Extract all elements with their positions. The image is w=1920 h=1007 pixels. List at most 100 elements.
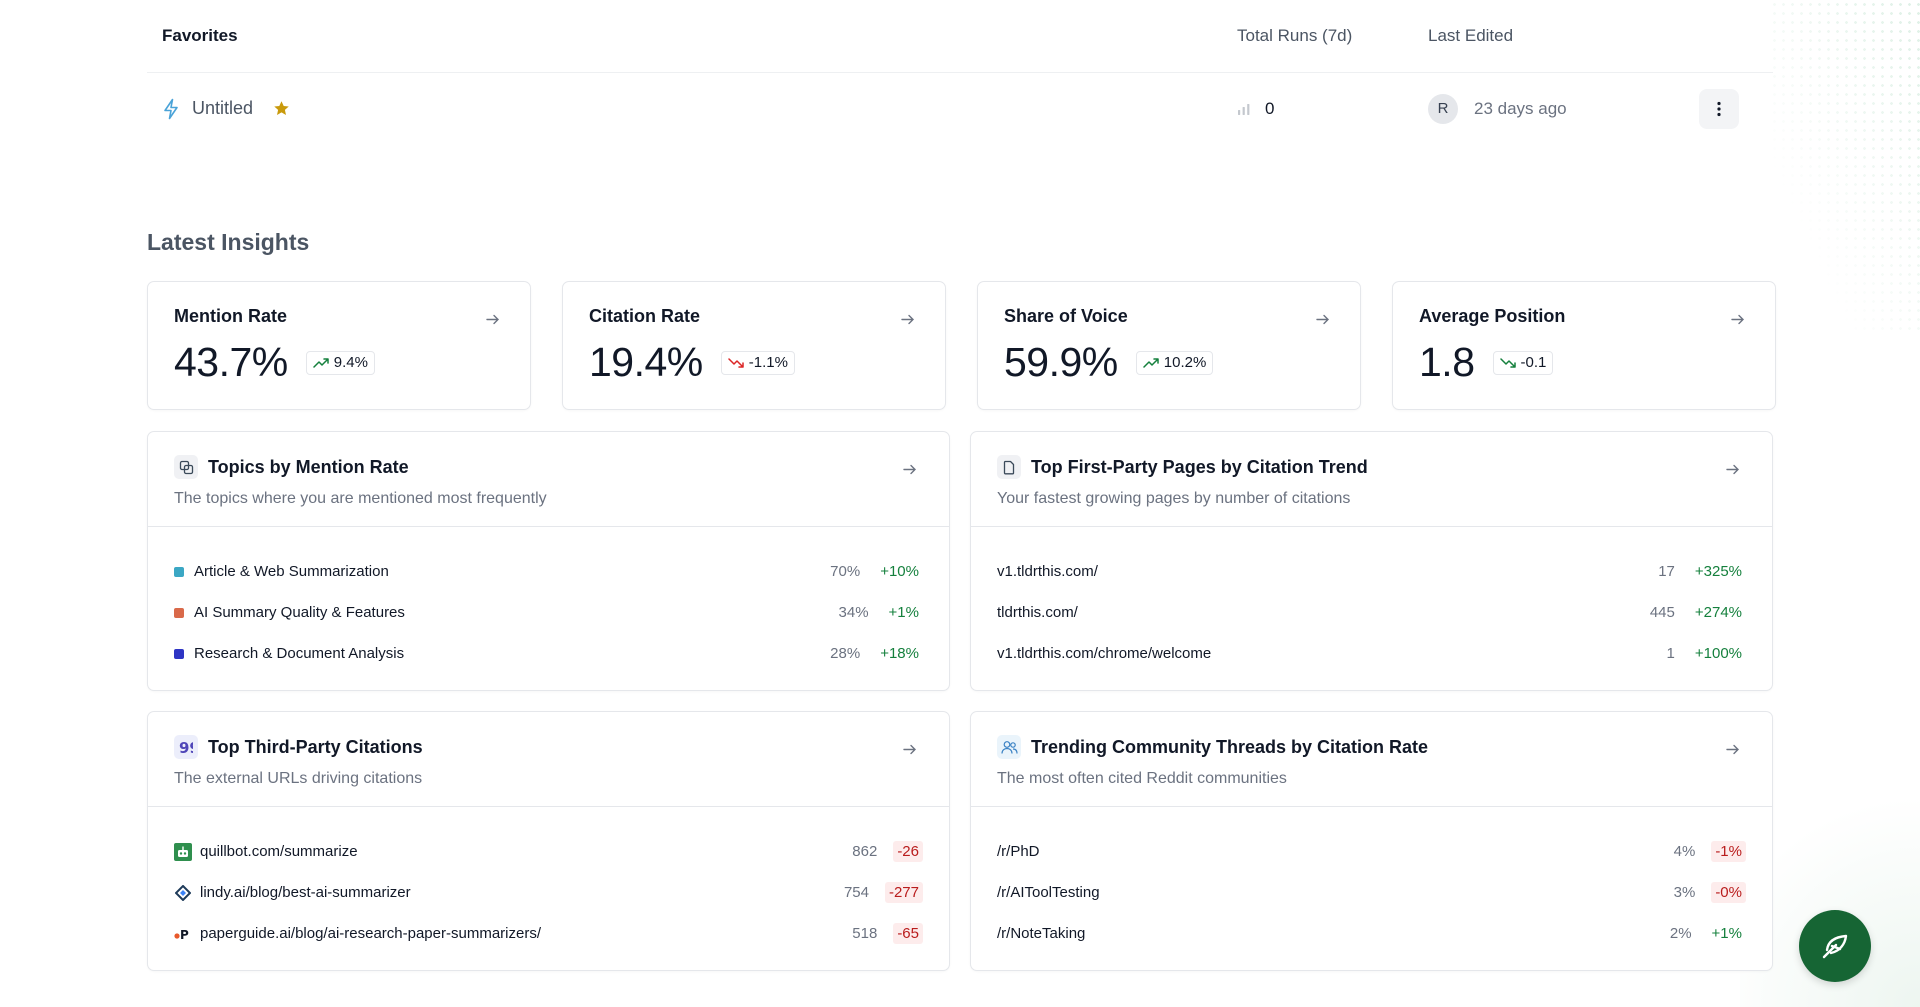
star-icon[interactable] xyxy=(273,100,290,117)
panel-title: Top Third-Party Citations xyxy=(208,736,423,757)
topic-change: +10% xyxy=(880,563,919,580)
panel-third-party-citations: 99 Top Third-Party Citations The externa… xyxy=(147,711,950,971)
list-item[interactable]: Article & Web Summarization 70% +10% xyxy=(174,551,923,592)
table-row[interactable]: Untitled 0 R 23 days ago xyxy=(147,73,1773,144)
thread-value: 2% xyxy=(1669,925,1692,942)
arrow-right-icon[interactable] xyxy=(1725,462,1740,477)
list-item[interactable]: AI Summary Quality & Features 34% +1% xyxy=(174,592,923,633)
citation-change: -277 xyxy=(884,882,923,903)
citation-change: -26 xyxy=(893,841,923,862)
page-change: +325% xyxy=(1694,563,1742,580)
feedback-fab-button[interactable] xyxy=(1799,910,1871,982)
citation-value: 518 xyxy=(852,925,878,942)
more-vertical-icon xyxy=(1717,101,1721,116)
stat-card-citation-rate[interactable]: Citation Rate 19.4% -1.1% xyxy=(562,281,946,410)
avatar: R xyxy=(1428,93,1458,124)
favorite-name[interactable]: Untitled xyxy=(192,98,254,118)
citation-value: 862 xyxy=(852,843,878,860)
column-last-edited[interactable]: Last Edited xyxy=(1428,26,1514,45)
trend-down-icon xyxy=(1499,357,1516,368)
arrow-right-icon[interactable] xyxy=(1315,312,1330,327)
panel-subtitle: The external URLs driving citations xyxy=(174,770,423,787)
topic-value: 70% xyxy=(830,563,861,580)
list-item[interactable]: /r/AIToolTesting 3% -0% xyxy=(997,872,1746,913)
trend-down-icon xyxy=(728,357,744,368)
change-value: 9.4% xyxy=(333,354,368,371)
list-item[interactable]: Research & Document Analysis 28% +18% xyxy=(174,633,923,674)
panel-subtitle: Your fastest growing pages by number of … xyxy=(997,490,1351,507)
change-badge: -1.1% xyxy=(720,350,795,375)
stat-value: 19.4% xyxy=(589,339,703,385)
favorite-name-cell[interactable]: Untitled xyxy=(162,98,1237,120)
section-title: Latest Insights xyxy=(147,229,310,255)
list-item[interactable]: P paperguide.ai/blog/ai-research-paper-s… xyxy=(174,913,923,954)
panel-header[interactable]: Topics by Mention Rate The topics where … xyxy=(148,432,949,527)
topic-label: AI Summary Quality & Features xyxy=(194,604,405,621)
change-value: -1.1% xyxy=(748,354,788,371)
stat-value: 43.7% xyxy=(174,339,288,385)
lindy-icon xyxy=(174,884,192,902)
topic-value: 34% xyxy=(838,604,869,621)
topics-icon xyxy=(174,455,198,479)
list-item[interactable]: /r/PhD 4% -1% xyxy=(997,831,1746,872)
citation-url[interactable]: paperguide.ai/blog/ai-research-paper-sum… xyxy=(200,925,541,942)
topic-color-swatch xyxy=(174,566,184,577)
list-item[interactable]: quillbot.com/summarize 862 -26 xyxy=(174,831,923,872)
topic-label: Research & Document Analysis xyxy=(194,645,405,662)
list-item[interactable]: v1.tldrthis.com/chrome/welcome 1 +100% xyxy=(997,633,1746,674)
page-change: +100% xyxy=(1694,645,1742,662)
citation-url[interactable]: lindy.ai/blog/best-ai-summarizer xyxy=(200,884,411,901)
trend-up-icon xyxy=(313,357,329,368)
stat-card-mention-rate[interactable]: Mention Rate 43.7% 9.4% xyxy=(147,281,531,410)
quillbot-icon xyxy=(174,842,192,861)
thread-name[interactable]: /r/PhD xyxy=(997,843,1040,860)
favorites-table: Favorites Total Runs (7d) Last Edited Un… xyxy=(147,0,1773,144)
stat-label: Share of Voice xyxy=(1004,306,1128,326)
stat-card-share-of-voice[interactable]: Share of Voice 59.9% 10.2% xyxy=(977,281,1361,410)
arrow-right-icon[interactable] xyxy=(902,462,917,477)
stat-value: 1.8 xyxy=(1419,339,1475,385)
quote-icon: 99 xyxy=(174,735,198,759)
runs-cell: 0 xyxy=(1237,99,1428,119)
more-options-button[interactable] xyxy=(1699,88,1739,129)
users-icon xyxy=(997,735,1021,759)
stat-label: Average Position xyxy=(1419,306,1566,326)
stats-row: Mention Rate 43.7% 9.4% Citation Rate 19… xyxy=(147,281,1776,410)
list-item[interactable]: lindy.ai/blog/best-ai-summarizer 754 -27… xyxy=(174,872,923,913)
thread-name[interactable]: /r/AIToolTesting xyxy=(997,884,1100,901)
stat-card-average-position[interactable]: Average Position 1.8 -0.1 xyxy=(1392,281,1776,410)
stat-label: Mention Rate xyxy=(174,306,288,326)
list-item[interactable]: /r/NoteTaking 2% +1% xyxy=(997,913,1746,954)
lightning-icon xyxy=(164,98,178,119)
page-value: 1 xyxy=(1666,645,1675,662)
thread-change: -1% xyxy=(1711,841,1746,862)
panel-header[interactable]: Trending Community Threads by Citation R… xyxy=(971,712,1772,807)
topic-change: +1% xyxy=(888,604,919,621)
arrow-right-icon[interactable] xyxy=(485,312,500,327)
thread-name[interactable]: /r/NoteTaking xyxy=(997,925,1086,942)
citation-url[interactable]: quillbot.com/summarize xyxy=(200,843,358,860)
panel-title: Trending Community Threads by Citation R… xyxy=(1031,736,1429,757)
arrow-right-icon[interactable] xyxy=(1725,742,1740,757)
page-url[interactable]: v1.tldrthis.com/ xyxy=(997,563,1098,580)
favorites-header-row: Favorites Total Runs (7d) Last Edited xyxy=(147,0,1773,73)
list-item[interactable]: tldrthis.com/ 445 +274% xyxy=(997,592,1746,633)
decorative-dots xyxy=(1770,0,1920,330)
column-total-runs[interactable]: Total Runs (7d) xyxy=(1237,26,1353,45)
citation-change: -65 xyxy=(893,923,923,944)
list-item[interactable]: v1.tldrthis.com/ 17 +325% xyxy=(997,551,1746,592)
runs-value: 0 xyxy=(1265,98,1275,118)
panel-header[interactable]: 99 Top Third-Party Citations The externa… xyxy=(148,712,949,807)
topic-color-swatch xyxy=(174,648,184,659)
change-value: -0.1 xyxy=(1520,354,1547,371)
arrow-right-icon[interactable] xyxy=(900,312,915,327)
panel-title: Top First-Party Pages by Citation Trend xyxy=(1031,456,1368,477)
page-url[interactable]: v1.tldrthis.com/chrome/welcome xyxy=(997,645,1212,662)
panel-header[interactable]: Top First-Party Pages by Citation Trend … xyxy=(971,432,1772,527)
topic-label: Article & Web Summarization xyxy=(194,563,389,580)
arrow-right-icon[interactable] xyxy=(902,742,917,757)
page-url[interactable]: tldrthis.com/ xyxy=(997,604,1078,621)
thread-change: +1% xyxy=(1711,925,1742,942)
arrow-right-icon[interactable] xyxy=(1730,312,1745,327)
page-value: 17 xyxy=(1658,563,1675,580)
